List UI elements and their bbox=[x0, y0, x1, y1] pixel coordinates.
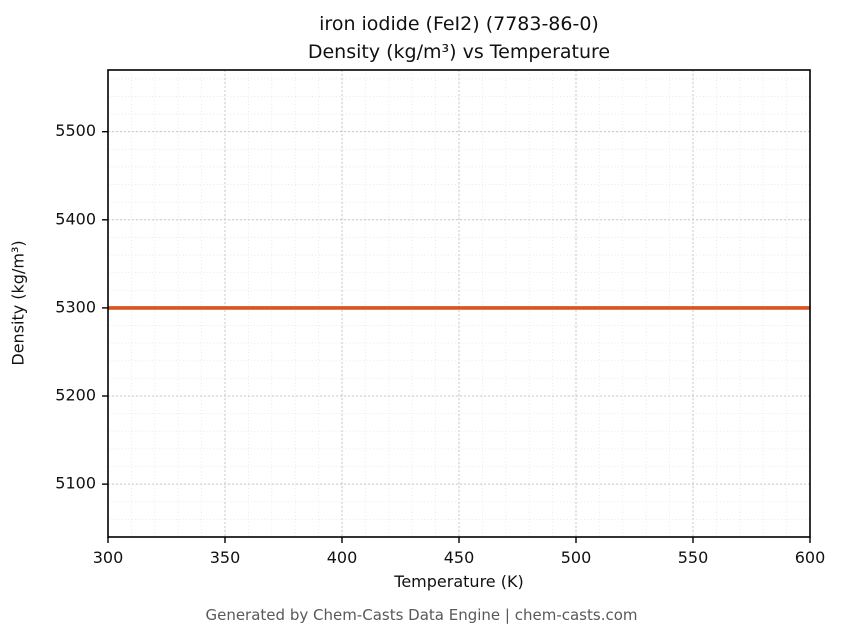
x-tick-label: 400 bbox=[327, 548, 358, 567]
chart-title: iron iodide (FeI2) (7783-86-0) Density (… bbox=[108, 10, 810, 66]
footer-credit: Generated by Chem-Casts Data Engine | ch… bbox=[205, 606, 638, 624]
y-tick-label: 5500 bbox=[55, 121, 96, 140]
x-tick-label: 450 bbox=[444, 548, 475, 567]
chart-title-line2: Density (kg/m³) vs Temperature bbox=[307, 41, 611, 63]
y-tick-label: 5400 bbox=[55, 209, 96, 228]
x-tick-label: 600 bbox=[795, 548, 826, 567]
x-tick-label: 300 bbox=[93, 548, 124, 567]
x-tick-label: 550 bbox=[678, 548, 709, 567]
x-tick-label: 500 bbox=[561, 548, 592, 567]
y-tick-label: 5200 bbox=[55, 386, 96, 405]
x-axis-label: Temperature (K) bbox=[394, 572, 524, 591]
y-tick-label: 5100 bbox=[55, 474, 96, 493]
x-tick-label: 350 bbox=[210, 548, 241, 567]
y-axis-label-text: Density (kg/m³) bbox=[8, 240, 28, 366]
y-tick-label: 5300 bbox=[55, 297, 96, 316]
chart-title-line1: iron iodide (FeI2) (7783-86-0) bbox=[319, 13, 599, 35]
